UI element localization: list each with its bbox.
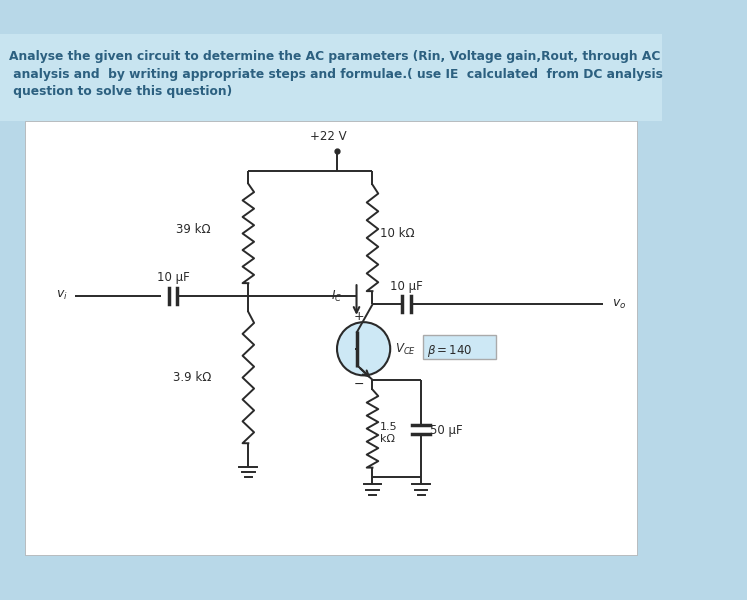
Bar [25,121,636,556]
Text: +22 V: +22 V [310,130,347,143]
Bar [0,34,663,121]
Text: +: + [354,310,365,323]
Text: 39 kΩ: 39 kΩ [176,223,211,236]
Text: $v_i$: $v_i$ [56,289,68,302]
Text: analysis and  by writing appropriate steps and formulae.( use IE  calculated  fr: analysis and by writing appropriate step… [9,68,663,80]
Text: $\beta = 140$: $\beta = 140$ [427,343,473,359]
Text: $I_C$: $I_C$ [331,289,342,304]
Text: Analyse the given circuit to determine the AC parameters (Rin, Voltage gain,Rout: Analyse the given circuit to determine t… [9,50,660,63]
Text: 10 kΩ: 10 kΩ [379,227,414,240]
Text: 50 μF: 50 μF [430,424,462,437]
FancyBboxPatch shape [423,335,496,359]
Text: 10 μF: 10 μF [157,271,189,284]
Text: $V_{CE}$: $V_{CE}$ [394,342,415,358]
Text: 1.5
kΩ: 1.5 kΩ [379,422,397,444]
Circle shape [337,322,390,376]
Text: 10 μF: 10 μF [390,280,423,293]
Text: $v_o$: $v_o$ [612,298,626,311]
Text: −: − [354,378,365,391]
Text: question to solve this question): question to solve this question) [9,85,232,98]
Text: 3.9 kΩ: 3.9 kΩ [173,371,211,383]
